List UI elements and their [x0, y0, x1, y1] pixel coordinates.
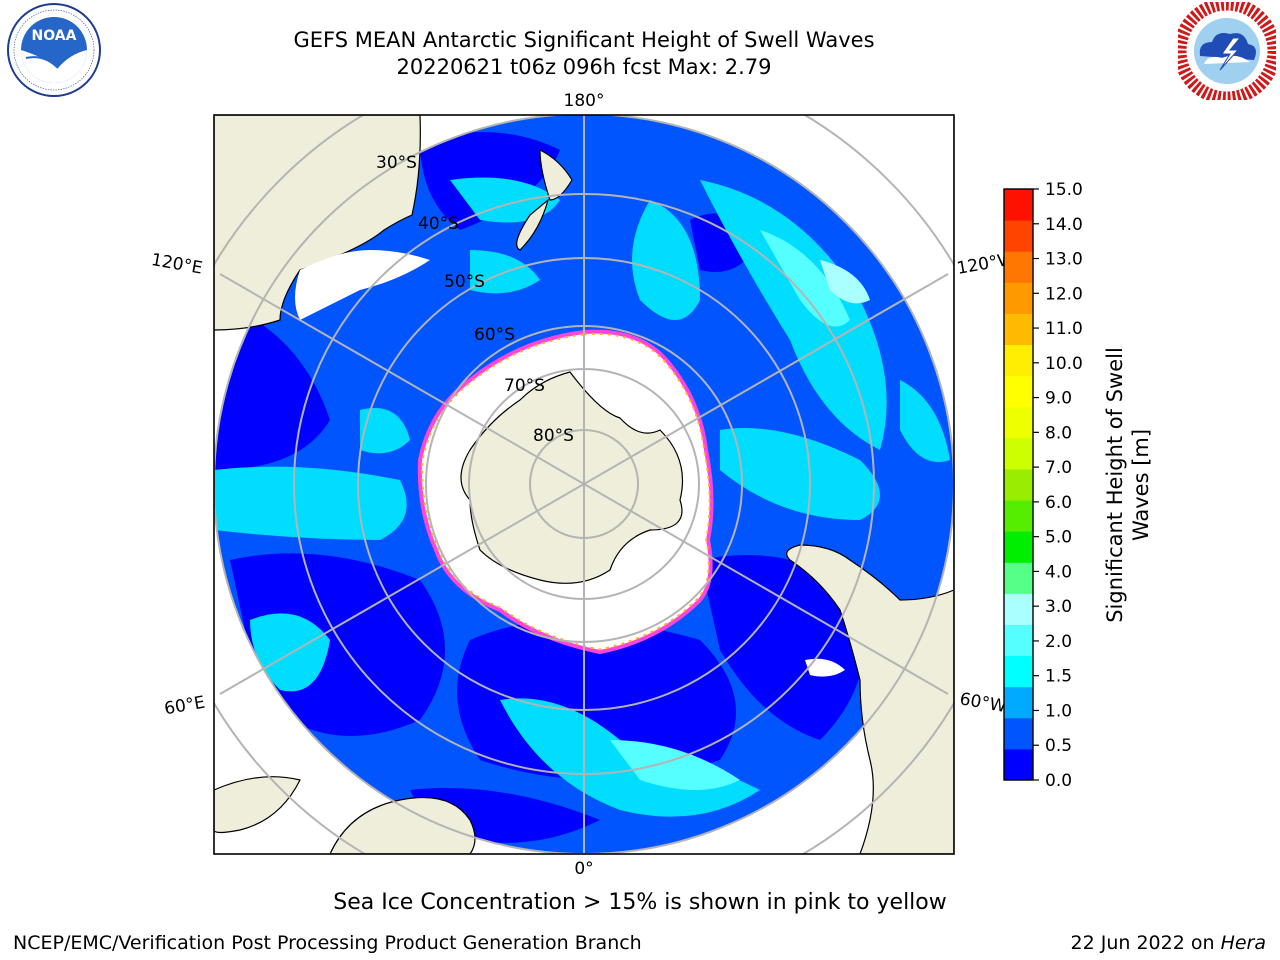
- colorbar-block: [1004, 655, 1033, 688]
- colorbar-tick-label: 10.0: [1045, 354, 1083, 374]
- colorbar-tick-label: 15.0: [1045, 180, 1083, 200]
- colorbar-tick-label: 14.0: [1045, 215, 1083, 235]
- colorbar-block: [1004, 624, 1033, 657]
- colorbar-tick-label: 5.0: [1045, 528, 1072, 548]
- colorbar-block: [1004, 500, 1033, 532]
- noaa-logo-icon: NOAA: [7, 3, 101, 97]
- colorbar-block: [1004, 748, 1033, 781]
- lat-label-80s: 80°S: [533, 426, 574, 446]
- graticule: [214, 115, 954, 854]
- chart-title-line-1: GEFS MEAN Antarctic Significant Height o…: [293, 28, 875, 52]
- colorbar-block: [1004, 593, 1033, 625]
- colorbar-tick-label: 2.0: [1045, 632, 1072, 652]
- colorbar-tick-label: 3.0: [1045, 597, 1072, 617]
- colorbar-block: [1004, 375, 1033, 408]
- colorbar-block: [1004, 220, 1033, 252]
- colorbar-tick-label: 7.0: [1045, 458, 1072, 478]
- lon-label-0: 0°: [574, 859, 593, 879]
- sea-ice-note: Sea Ice Concentration > 15% is shown in …: [333, 890, 947, 915]
- colorbar-tick-label: 12.0: [1045, 284, 1083, 304]
- lon-label-60w: 60°W: [958, 689, 1008, 717]
- lat-label-50s: 50°S: [444, 272, 485, 292]
- lon-label-60e: 60°E: [163, 693, 207, 720]
- colorbar-block: [1004, 437, 1033, 470]
- nws-logo-icon: [1178, 2, 1276, 100]
- meridian-60e-120w: [219, 273, 949, 695]
- colorbar-block: [1004, 468, 1033, 501]
- lon-label-180: 180°: [564, 91, 605, 111]
- colorbar-block: [1004, 251, 1033, 283]
- colorbar-tick-label: 1.5: [1045, 667, 1072, 687]
- lat-label-30s: 30°S: [376, 153, 417, 173]
- colorbar-tick-label: 11.0: [1045, 319, 1083, 339]
- colorbar-tick-label: 13.0: [1045, 250, 1083, 270]
- lon-label-120e: 120°E: [150, 250, 204, 279]
- lat-label-70s: 70°S: [504, 376, 545, 396]
- lat-label-60s: 60°S: [474, 325, 515, 345]
- colorbar-block: [1004, 282, 1033, 314]
- run-date: 22 Jun 2022 on Hera: [1071, 932, 1266, 954]
- colorbar-block: [1004, 717, 1033, 750]
- colorbar: [1004, 189, 1033, 781]
- south-america-landmass: [786, 115, 954, 854]
- australia-landmass: [214, 115, 421, 331]
- colorbar-tick-label: 1.0: [1045, 701, 1072, 721]
- colorbar-tick-label: 4.0: [1045, 562, 1072, 582]
- colorbar-tick-label: 6.0: [1045, 493, 1072, 513]
- colorbar-block: [1004, 531, 1033, 563]
- lat-label-40s: 40°S: [418, 214, 459, 234]
- colorbar-block: [1004, 562, 1033, 594]
- noaa-logo-text: NOAA: [32, 28, 77, 44]
- colorbar-frame: [1003, 188, 1034, 781]
- colorbar-block: [1004, 406, 1033, 439]
- colorbar-tick-label: 8.0: [1045, 423, 1072, 443]
- colorbar-block: [1004, 686, 1033, 719]
- run-host: Hera: [1220, 932, 1266, 954]
- colorbar-tick-label: 9.0: [1045, 389, 1072, 409]
- colorbar-label-line-1: Significant Height of Swell: [1103, 347, 1127, 623]
- colorbar-label-line-2: Waves [m]: [1129, 429, 1153, 541]
- colorbar-block: [1004, 189, 1033, 221]
- credit-text: NCEP/EMC/Verification Post Processing Pr…: [13, 932, 642, 954]
- colorbar-tick-label: 0.5: [1045, 736, 1072, 756]
- map-frame: [213, 114, 955, 855]
- colorbar-tick-label: 0.0: [1045, 771, 1072, 791]
- chart-title-line-2: 20220621 t06z 096h fcst Max: 2.79: [396, 55, 772, 79]
- africa-landmass: [214, 776, 476, 854]
- colorbar-block: [1004, 344, 1033, 377]
- colorbar-block: [1004, 313, 1033, 346]
- run-date-text: 22 Jun 2022 on: [1070, 932, 1221, 954]
